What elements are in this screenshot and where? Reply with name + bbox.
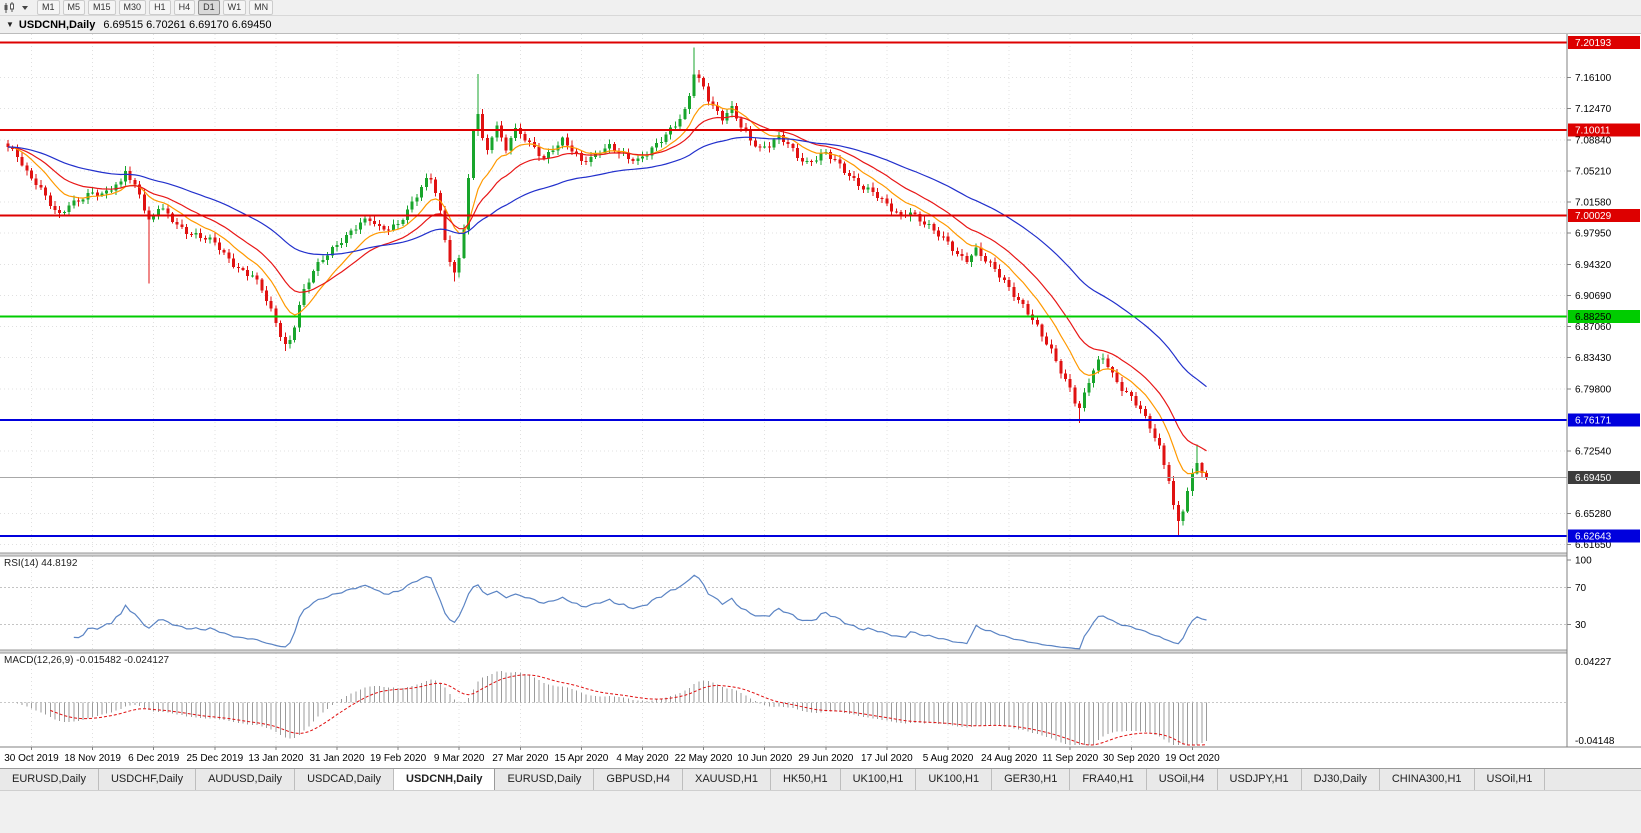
svg-text:7.10011: 7.10011 [1575, 125, 1611, 136]
svg-text:13 Jan 2020: 13 Jan 2020 [248, 753, 303, 764]
timeframe-m15-button[interactable]: M15 [88, 0, 116, 15]
timeframe-h4-button[interactable]: H4 [173, 0, 196, 15]
bottom-filler [0, 790, 1641, 833]
svg-text:19 Oct 2020: 19 Oct 2020 [1165, 753, 1220, 764]
candlestick-glyph [4, 1, 14, 13]
svg-text:6 Dec 2019: 6 Dec 2019 [128, 753, 180, 764]
svg-text:7.00029: 7.00029 [1575, 211, 1612, 222]
svg-text:7.05210: 7.05210 [1575, 166, 1612, 177]
hlines-layer [0, 41, 1567, 537]
svg-text:70: 70 [1575, 583, 1587, 594]
svg-text:17 Jul 2020: 17 Jul 2020 [861, 753, 913, 764]
svg-text:6.69450: 6.69450 [1575, 473, 1612, 484]
timeframe-m1-button[interactable]: M1 [37, 0, 60, 15]
chart-window: 7.16100 7.12470 7.08840 7.05210 7.01580 6.979… [0, 34, 1641, 768]
svg-text:27 Mar 2020: 27 Mar 2020 [492, 753, 549, 764]
svg-text:22 May 2020: 22 May 2020 [675, 753, 733, 764]
macd-layer [0, 671, 1567, 746]
svg-text:24 Aug 2020: 24 Aug 2020 [981, 753, 1038, 764]
toolbar: M1 M5 M15 M30 H1 H4 D1 W1 MN [0, 0, 1641, 16]
ohlc-readout: 6.69515 6.70261 6.69170 6.69450 [103, 18, 272, 31]
svg-text:100: 100 [1575, 556, 1592, 567]
chart-canvas[interactable]: 7.16100 7.12470 7.08840 7.05210 7.01580 6.979… [0, 34, 1641, 768]
svg-text:6.88250: 6.88250 [1575, 312, 1612, 323]
timeframe-mn-button[interactable]: MN [249, 0, 274, 15]
candles-layer [6, 47, 1208, 536]
svg-text:29 Jun 2020: 29 Jun 2020 [798, 753, 853, 764]
svg-text:-0.04148: -0.04148 [1575, 736, 1615, 747]
timeframe-w1-button[interactable]: W1 [222, 0, 247, 15]
svg-text:7.16100: 7.16100 [1575, 73, 1612, 84]
timeframe-toolbar: M1 M5 M15 M30 H1 H4 D1 W1 MN [37, 0, 274, 15]
svg-text:6.76171: 6.76171 [1575, 415, 1612, 426]
svg-text:25 Dec 2019: 25 Dec 2019 [186, 753, 243, 764]
svg-text:6.61650: 6.61650 [1575, 540, 1612, 551]
svg-text:6.87060: 6.87060 [1575, 322, 1612, 333]
svg-text:19 Feb 2020: 19 Feb 2020 [370, 753, 427, 764]
svg-text:6.72540: 6.72540 [1575, 447, 1612, 458]
svg-text:7.08840: 7.08840 [1575, 135, 1612, 146]
chart-tab-7[interactable]: XAUUSD,H1 [682, 769, 771, 790]
chart-tab-8[interactable]: HK50,H1 [770, 769, 841, 790]
svg-text:31 Jan 2020: 31 Jan 2020 [309, 753, 364, 764]
chart-tabs: EURUSD,Daily USDCHF,Daily AUDUSD,Daily USDC… [0, 768, 1641, 790]
chart-tab-4[interactable]: USDCNH,Daily [394, 769, 496, 790]
chart-tab-10[interactable]: UK100,H1 [916, 769, 993, 790]
chart-tab-16[interactable]: CHINA300,H1 [1379, 769, 1475, 790]
timeframe-h1-button[interactable]: H1 [149, 0, 171, 15]
svg-text:6.94320: 6.94320 [1575, 260, 1612, 271]
timeframe-d1-button[interactable]: D1 [198, 0, 220, 15]
svg-text:11 Sep 2020: 11 Sep 2020 [1042, 753, 1098, 764]
svg-text:4 May 2020: 4 May 2020 [616, 753, 669, 764]
chart-tab-15[interactable]: DJ30,Daily [1301, 769, 1380, 790]
svg-text:7.20193: 7.20193 [1575, 38, 1612, 49]
svg-text:7.12470: 7.12470 [1575, 104, 1612, 115]
svg-text:0.04227: 0.04227 [1575, 657, 1612, 668]
ma-lines-layer [7, 103, 1207, 475]
symbol-dropdown-icon[interactable]: ▼ [6, 20, 14, 29]
svg-text:7.01580: 7.01580 [1575, 198, 1612, 209]
rsi-layer [0, 574, 1567, 650]
chart-tab-3[interactable]: USDCAD,Daily [295, 769, 395, 790]
svg-text:10 Jun 2020: 10 Jun 2020 [737, 753, 792, 764]
chart-header-bar: ▼ USDCNH,Daily 6.69515 6.70261 6.69170 6… [0, 16, 1641, 34]
svg-text:18 Nov 2019: 18 Nov 2019 [64, 753, 121, 764]
svg-text:5 Aug 2020: 5 Aug 2020 [923, 753, 974, 764]
svg-text:9 Mar 2020: 9 Mar 2020 [434, 753, 485, 764]
svg-text:6.62643: 6.62643 [1575, 531, 1612, 542]
svg-text:6.65280: 6.65280 [1575, 509, 1612, 520]
chart-tab-14[interactable]: USDJPY,H1 [1217, 769, 1302, 790]
panel-separators[interactable] [0, 552, 1641, 654]
chart-tab-6[interactable]: GBPUSD,H4 [594, 769, 683, 790]
chart-tab-2[interactable]: AUDUSD,Daily [196, 769, 296, 790]
chart-symbol-title: USDCNH,Daily [18, 18, 96, 31]
timeframe-m5-button[interactable]: M5 [62, 0, 86, 15]
chart-type-icon[interactable] [3, 1, 28, 14]
chart-tab-0[interactable]: EURUSD,Daily [0, 769, 99, 790]
svg-text:6.79800: 6.79800 [1575, 384, 1612, 395]
timeframe-m30-button[interactable]: M30 [118, 0, 147, 15]
price-scale-badges: 7.20193 7.10011 7.00029 6.88250 6.76171 6.626… [1568, 35, 1640, 543]
grid-layer [0, 34, 1567, 747]
time-axis[interactable]: 30 Oct 2019 18 Nov 2019 6 Dec 2019 25 Dec 2… [0, 746, 1641, 764]
svg-text:6.97950: 6.97950 [1575, 229, 1612, 240]
svg-text:6.90690: 6.90690 [1575, 291, 1612, 302]
svg-text:6.83430: 6.83430 [1575, 353, 1612, 364]
chart-type-dropdown-caret-icon[interactable] [22, 5, 28, 10]
svg-text:30: 30 [1575, 620, 1587, 631]
svg-text:30 Oct 2019: 30 Oct 2019 [4, 753, 59, 764]
svg-text:30 Sep 2020: 30 Sep 2020 [1103, 753, 1160, 764]
chart-tab-13[interactable]: USOil,H4 [1146, 769, 1218, 790]
chart-tab-12[interactable]: FRA40,H1 [1070, 769, 1147, 790]
svg-text:15 Apr 2020: 15 Apr 2020 [554, 753, 608, 764]
chart-tab-5[interactable]: EURUSD,Daily [495, 769, 595, 790]
chart-tab-1[interactable]: USDCHF,Daily [98, 769, 197, 790]
chart-tab-17[interactable]: USOil,H1 [1474, 769, 1546, 790]
chart-tab-11[interactable]: GER30,H1 [992, 769, 1071, 790]
price-scale[interactable]: 7.16100 7.12470 7.08840 7.05210 7.01580 6.979… [1566, 34, 1641, 747]
chart-tab-9[interactable]: UK100,H1 [840, 769, 917, 790]
